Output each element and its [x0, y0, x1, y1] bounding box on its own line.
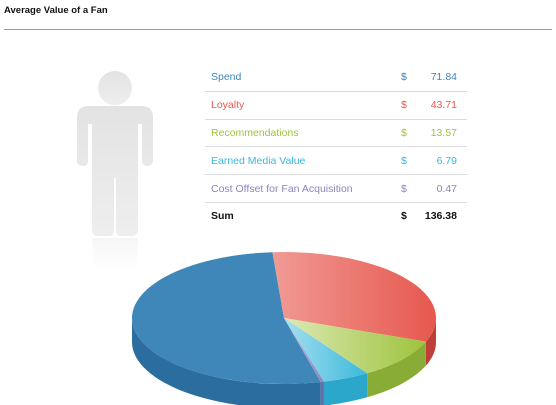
table-row: Cost Offset for Fan Acquisition $0.47 — [205, 174, 467, 203]
pie-slice-side — [367, 341, 426, 398]
row-label: Earned Media Value — [205, 146, 401, 176]
sum-label: Sum — [205, 201, 401, 230]
pie-slice-side — [425, 318, 436, 366]
sum-currency: $ — [401, 201, 415, 230]
table-row: Earned Media Value $6.79 — [205, 146, 467, 176]
pie-slice — [272, 251, 437, 342]
row-value: 6.79 — [415, 146, 467, 176]
table-row: Loyalty $43.71 — [205, 91, 467, 120]
pie-3d — [132, 251, 437, 405]
table-row: Recommendations $13.57 — [205, 119, 467, 148]
row-label: Recommendations — [205, 119, 401, 148]
row-value: 0.47 — [415, 174, 467, 203]
pie-slice — [284, 318, 368, 382]
row-value: 13.57 — [415, 119, 467, 148]
pie-slice — [132, 252, 321, 384]
row-currency: $ — [401, 119, 415, 148]
pie-slice-side — [132, 318, 321, 405]
row-value: 71.84 — [415, 64, 467, 92]
sum-value: 136.38 — [415, 201, 467, 230]
row-label: Spend — [205, 64, 401, 92]
row-value: 43.71 — [415, 91, 467, 120]
pie-slice-side — [323, 373, 368, 405]
row-currency: $ — [401, 64, 415, 92]
person-icon — [77, 71, 153, 270]
row-currency: $ — [401, 174, 415, 203]
value-table: Spend $71.84 Loyalty $43.71 Recommendations $… — [205, 64, 467, 230]
row-label: Loyalty — [205, 91, 401, 120]
title-divider — [4, 29, 552, 30]
row-currency: $ — [401, 146, 415, 176]
table-row: Spend $71.84 — [205, 64, 467, 92]
sum-row: Sum $136.38 — [205, 201, 467, 230]
page-title: Average Value of a Fan — [4, 5, 108, 16]
pie-slice — [284, 318, 324, 383]
pie-slice-side — [320, 381, 324, 405]
row-currency: $ — [401, 91, 415, 120]
row-label: Cost Offset for Fan Acquisition — [205, 174, 401, 203]
pie-slice — [284, 318, 426, 374]
